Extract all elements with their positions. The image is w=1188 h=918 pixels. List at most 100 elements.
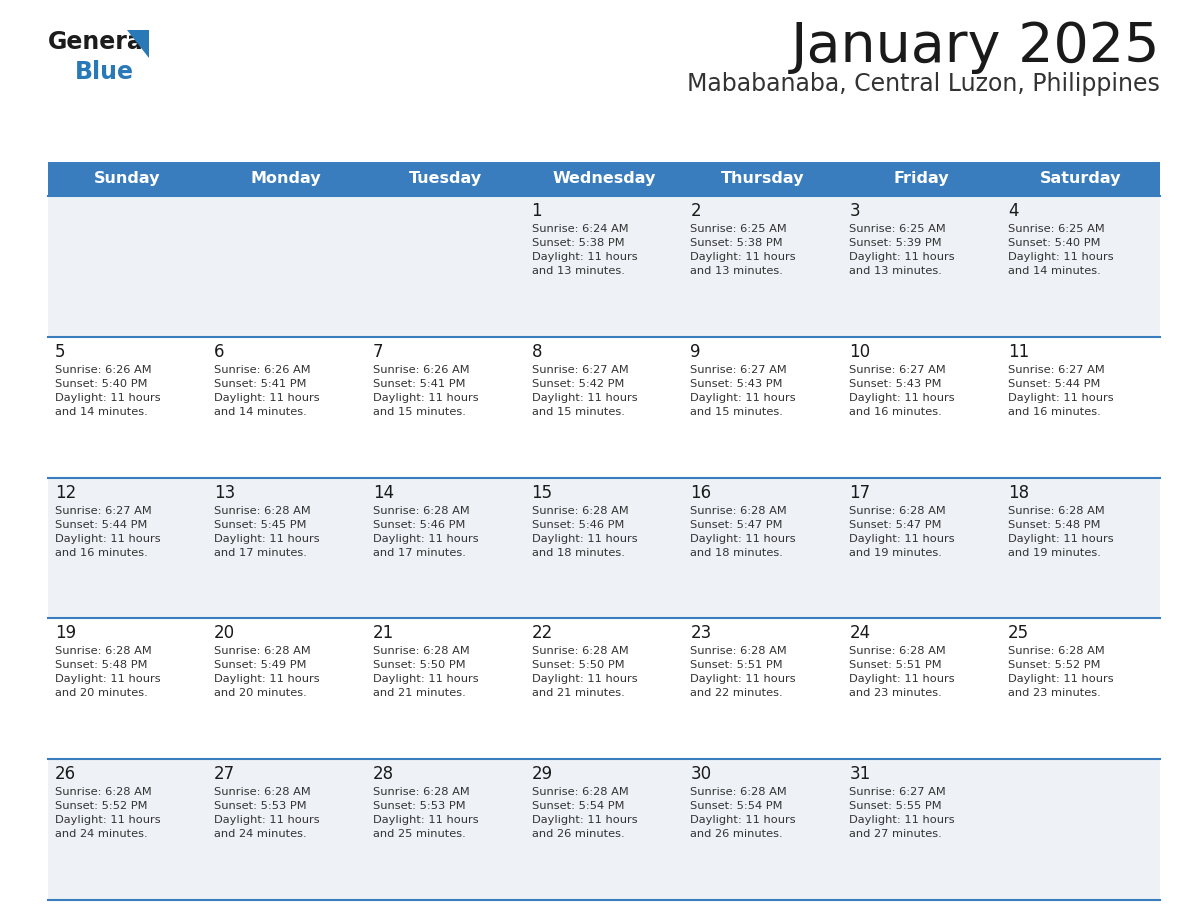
- Bar: [1001, 759, 1159, 900]
- Bar: [1001, 337, 1159, 477]
- Text: Sunrise: 6:27 AM
Sunset: 5:44 PM
Daylight: 11 hours
and 16 minutes.: Sunrise: 6:27 AM Sunset: 5:44 PM Dayligh…: [55, 506, 160, 557]
- Bar: [1001, 196, 1159, 337]
- Text: Sunrise: 6:28 AM
Sunset: 5:53 PM
Daylight: 11 hours
and 24 minutes.: Sunrise: 6:28 AM Sunset: 5:53 PM Dayligh…: [214, 788, 320, 839]
- Text: Sunrise: 6:26 AM
Sunset: 5:40 PM
Daylight: 11 hours
and 14 minutes.: Sunrise: 6:26 AM Sunset: 5:40 PM Dayligh…: [55, 364, 160, 417]
- Text: Sunrise: 6:28 AM
Sunset: 5:47 PM
Daylight: 11 hours
and 18 minutes.: Sunrise: 6:28 AM Sunset: 5:47 PM Dayligh…: [690, 506, 796, 557]
- Text: Sunrise: 6:28 AM
Sunset: 5:51 PM
Daylight: 11 hours
and 22 minutes.: Sunrise: 6:28 AM Sunset: 5:51 PM Dayligh…: [690, 646, 796, 699]
- Text: Tuesday: Tuesday: [409, 172, 481, 186]
- Text: Sunrise: 6:25 AM
Sunset: 5:40 PM
Daylight: 11 hours
and 14 minutes.: Sunrise: 6:25 AM Sunset: 5:40 PM Dayligh…: [1009, 224, 1114, 276]
- Text: Sunrise: 6:28 AM
Sunset: 5:54 PM
Daylight: 11 hours
and 26 minutes.: Sunrise: 6:28 AM Sunset: 5:54 PM Dayligh…: [531, 788, 637, 839]
- Text: 26: 26: [55, 766, 76, 783]
- Bar: [207, 619, 366, 759]
- Text: Monday: Monday: [251, 172, 322, 186]
- Text: 31: 31: [849, 766, 871, 783]
- Text: Mababanaba, Central Luzon, Philippines: Mababanaba, Central Luzon, Philippines: [687, 72, 1159, 96]
- Text: Sunrise: 6:28 AM
Sunset: 5:46 PM
Daylight: 11 hours
and 17 minutes.: Sunrise: 6:28 AM Sunset: 5:46 PM Dayligh…: [373, 506, 479, 557]
- Bar: [366, 619, 525, 759]
- Bar: [683, 162, 842, 196]
- Polygon shape: [127, 30, 148, 58]
- Text: 19: 19: [55, 624, 76, 643]
- Bar: [525, 619, 683, 759]
- Bar: [842, 196, 1001, 337]
- Text: Sunrise: 6:26 AM
Sunset: 5:41 PM
Daylight: 11 hours
and 15 minutes.: Sunrise: 6:26 AM Sunset: 5:41 PM Dayligh…: [373, 364, 479, 417]
- Text: Thursday: Thursday: [721, 172, 804, 186]
- Text: 7: 7: [373, 342, 384, 361]
- Text: 2: 2: [690, 202, 701, 220]
- Bar: [207, 196, 366, 337]
- Text: 13: 13: [214, 484, 235, 501]
- Text: Sunrise: 6:27 AM
Sunset: 5:44 PM
Daylight: 11 hours
and 16 minutes.: Sunrise: 6:27 AM Sunset: 5:44 PM Dayligh…: [1009, 364, 1114, 417]
- Text: Sunrise: 6:25 AM
Sunset: 5:38 PM
Daylight: 11 hours
and 13 minutes.: Sunrise: 6:25 AM Sunset: 5:38 PM Dayligh…: [690, 224, 796, 276]
- Text: Sunrise: 6:26 AM
Sunset: 5:41 PM
Daylight: 11 hours
and 14 minutes.: Sunrise: 6:26 AM Sunset: 5:41 PM Dayligh…: [214, 364, 320, 417]
- Text: Sunrise: 6:28 AM
Sunset: 5:45 PM
Daylight: 11 hours
and 17 minutes.: Sunrise: 6:28 AM Sunset: 5:45 PM Dayligh…: [214, 506, 320, 557]
- Text: 14: 14: [373, 484, 394, 501]
- Text: Sunrise: 6:27 AM
Sunset: 5:55 PM
Daylight: 11 hours
and 27 minutes.: Sunrise: 6:27 AM Sunset: 5:55 PM Dayligh…: [849, 788, 955, 839]
- Text: Sunrise: 6:28 AM
Sunset: 5:52 PM
Daylight: 11 hours
and 23 minutes.: Sunrise: 6:28 AM Sunset: 5:52 PM Dayligh…: [1009, 646, 1114, 699]
- Text: January 2025: January 2025: [790, 20, 1159, 74]
- Bar: [1001, 619, 1159, 759]
- Bar: [366, 162, 525, 196]
- Bar: [842, 477, 1001, 619]
- Bar: [842, 337, 1001, 477]
- Bar: [1001, 162, 1159, 196]
- Text: 12: 12: [55, 484, 76, 501]
- Text: Sunrise: 6:28 AM
Sunset: 5:50 PM
Daylight: 11 hours
and 21 minutes.: Sunrise: 6:28 AM Sunset: 5:50 PM Dayligh…: [531, 646, 637, 699]
- Bar: [525, 162, 683, 196]
- Bar: [842, 619, 1001, 759]
- Text: 22: 22: [531, 624, 552, 643]
- Text: Sunrise: 6:27 AM
Sunset: 5:43 PM
Daylight: 11 hours
and 15 minutes.: Sunrise: 6:27 AM Sunset: 5:43 PM Dayligh…: [690, 364, 796, 417]
- Text: 11: 11: [1009, 342, 1029, 361]
- Text: 30: 30: [690, 766, 712, 783]
- Text: 1: 1: [531, 202, 542, 220]
- Text: Sunrise: 6:28 AM
Sunset: 5:49 PM
Daylight: 11 hours
and 20 minutes.: Sunrise: 6:28 AM Sunset: 5:49 PM Dayligh…: [214, 646, 320, 699]
- Text: Sunrise: 6:28 AM
Sunset: 5:47 PM
Daylight: 11 hours
and 19 minutes.: Sunrise: 6:28 AM Sunset: 5:47 PM Dayligh…: [849, 506, 955, 557]
- Bar: [683, 337, 842, 477]
- Text: 8: 8: [531, 342, 542, 361]
- Bar: [525, 759, 683, 900]
- Bar: [683, 196, 842, 337]
- Text: 29: 29: [531, 766, 552, 783]
- Text: 21: 21: [373, 624, 394, 643]
- Text: 27: 27: [214, 766, 235, 783]
- Bar: [366, 477, 525, 619]
- Text: Friday: Friday: [893, 172, 949, 186]
- Text: 28: 28: [373, 766, 394, 783]
- Bar: [207, 337, 366, 477]
- Text: 15: 15: [531, 484, 552, 501]
- Bar: [207, 759, 366, 900]
- Bar: [48, 337, 207, 477]
- Bar: [683, 619, 842, 759]
- Text: 16: 16: [690, 484, 712, 501]
- Text: Sunrise: 6:28 AM
Sunset: 5:51 PM
Daylight: 11 hours
and 23 minutes.: Sunrise: 6:28 AM Sunset: 5:51 PM Dayligh…: [849, 646, 955, 699]
- Text: Sunrise: 6:28 AM
Sunset: 5:54 PM
Daylight: 11 hours
and 26 minutes.: Sunrise: 6:28 AM Sunset: 5:54 PM Dayligh…: [690, 788, 796, 839]
- Text: Sunday: Sunday: [94, 172, 160, 186]
- Text: 6: 6: [214, 342, 225, 361]
- Text: Saturday: Saturday: [1040, 172, 1121, 186]
- Bar: [366, 759, 525, 900]
- Text: 9: 9: [690, 342, 701, 361]
- Text: Sunrise: 6:27 AM
Sunset: 5:43 PM
Daylight: 11 hours
and 16 minutes.: Sunrise: 6:27 AM Sunset: 5:43 PM Dayligh…: [849, 364, 955, 417]
- Bar: [48, 477, 207, 619]
- Bar: [48, 619, 207, 759]
- Bar: [842, 162, 1001, 196]
- Bar: [207, 477, 366, 619]
- Text: 20: 20: [214, 624, 235, 643]
- Text: 10: 10: [849, 342, 871, 361]
- Text: 3: 3: [849, 202, 860, 220]
- Bar: [683, 759, 842, 900]
- Text: Wednesday: Wednesday: [552, 172, 656, 186]
- Text: 24: 24: [849, 624, 871, 643]
- Text: Sunrise: 6:25 AM
Sunset: 5:39 PM
Daylight: 11 hours
and 13 minutes.: Sunrise: 6:25 AM Sunset: 5:39 PM Dayligh…: [849, 224, 955, 276]
- Bar: [366, 196, 525, 337]
- Text: Sunrise: 6:28 AM
Sunset: 5:52 PM
Daylight: 11 hours
and 24 minutes.: Sunrise: 6:28 AM Sunset: 5:52 PM Dayligh…: [55, 788, 160, 839]
- Text: Sunrise: 6:28 AM
Sunset: 5:46 PM
Daylight: 11 hours
and 18 minutes.: Sunrise: 6:28 AM Sunset: 5:46 PM Dayligh…: [531, 506, 637, 557]
- Bar: [48, 162, 207, 196]
- Text: Sunrise: 6:24 AM
Sunset: 5:38 PM
Daylight: 11 hours
and 13 minutes.: Sunrise: 6:24 AM Sunset: 5:38 PM Dayligh…: [531, 224, 637, 276]
- Bar: [525, 477, 683, 619]
- Text: 4: 4: [1009, 202, 1018, 220]
- Bar: [842, 759, 1001, 900]
- Text: 5: 5: [55, 342, 65, 361]
- Bar: [48, 196, 207, 337]
- Bar: [1001, 477, 1159, 619]
- Text: Sunrise: 6:28 AM
Sunset: 5:53 PM
Daylight: 11 hours
and 25 minutes.: Sunrise: 6:28 AM Sunset: 5:53 PM Dayligh…: [373, 788, 479, 839]
